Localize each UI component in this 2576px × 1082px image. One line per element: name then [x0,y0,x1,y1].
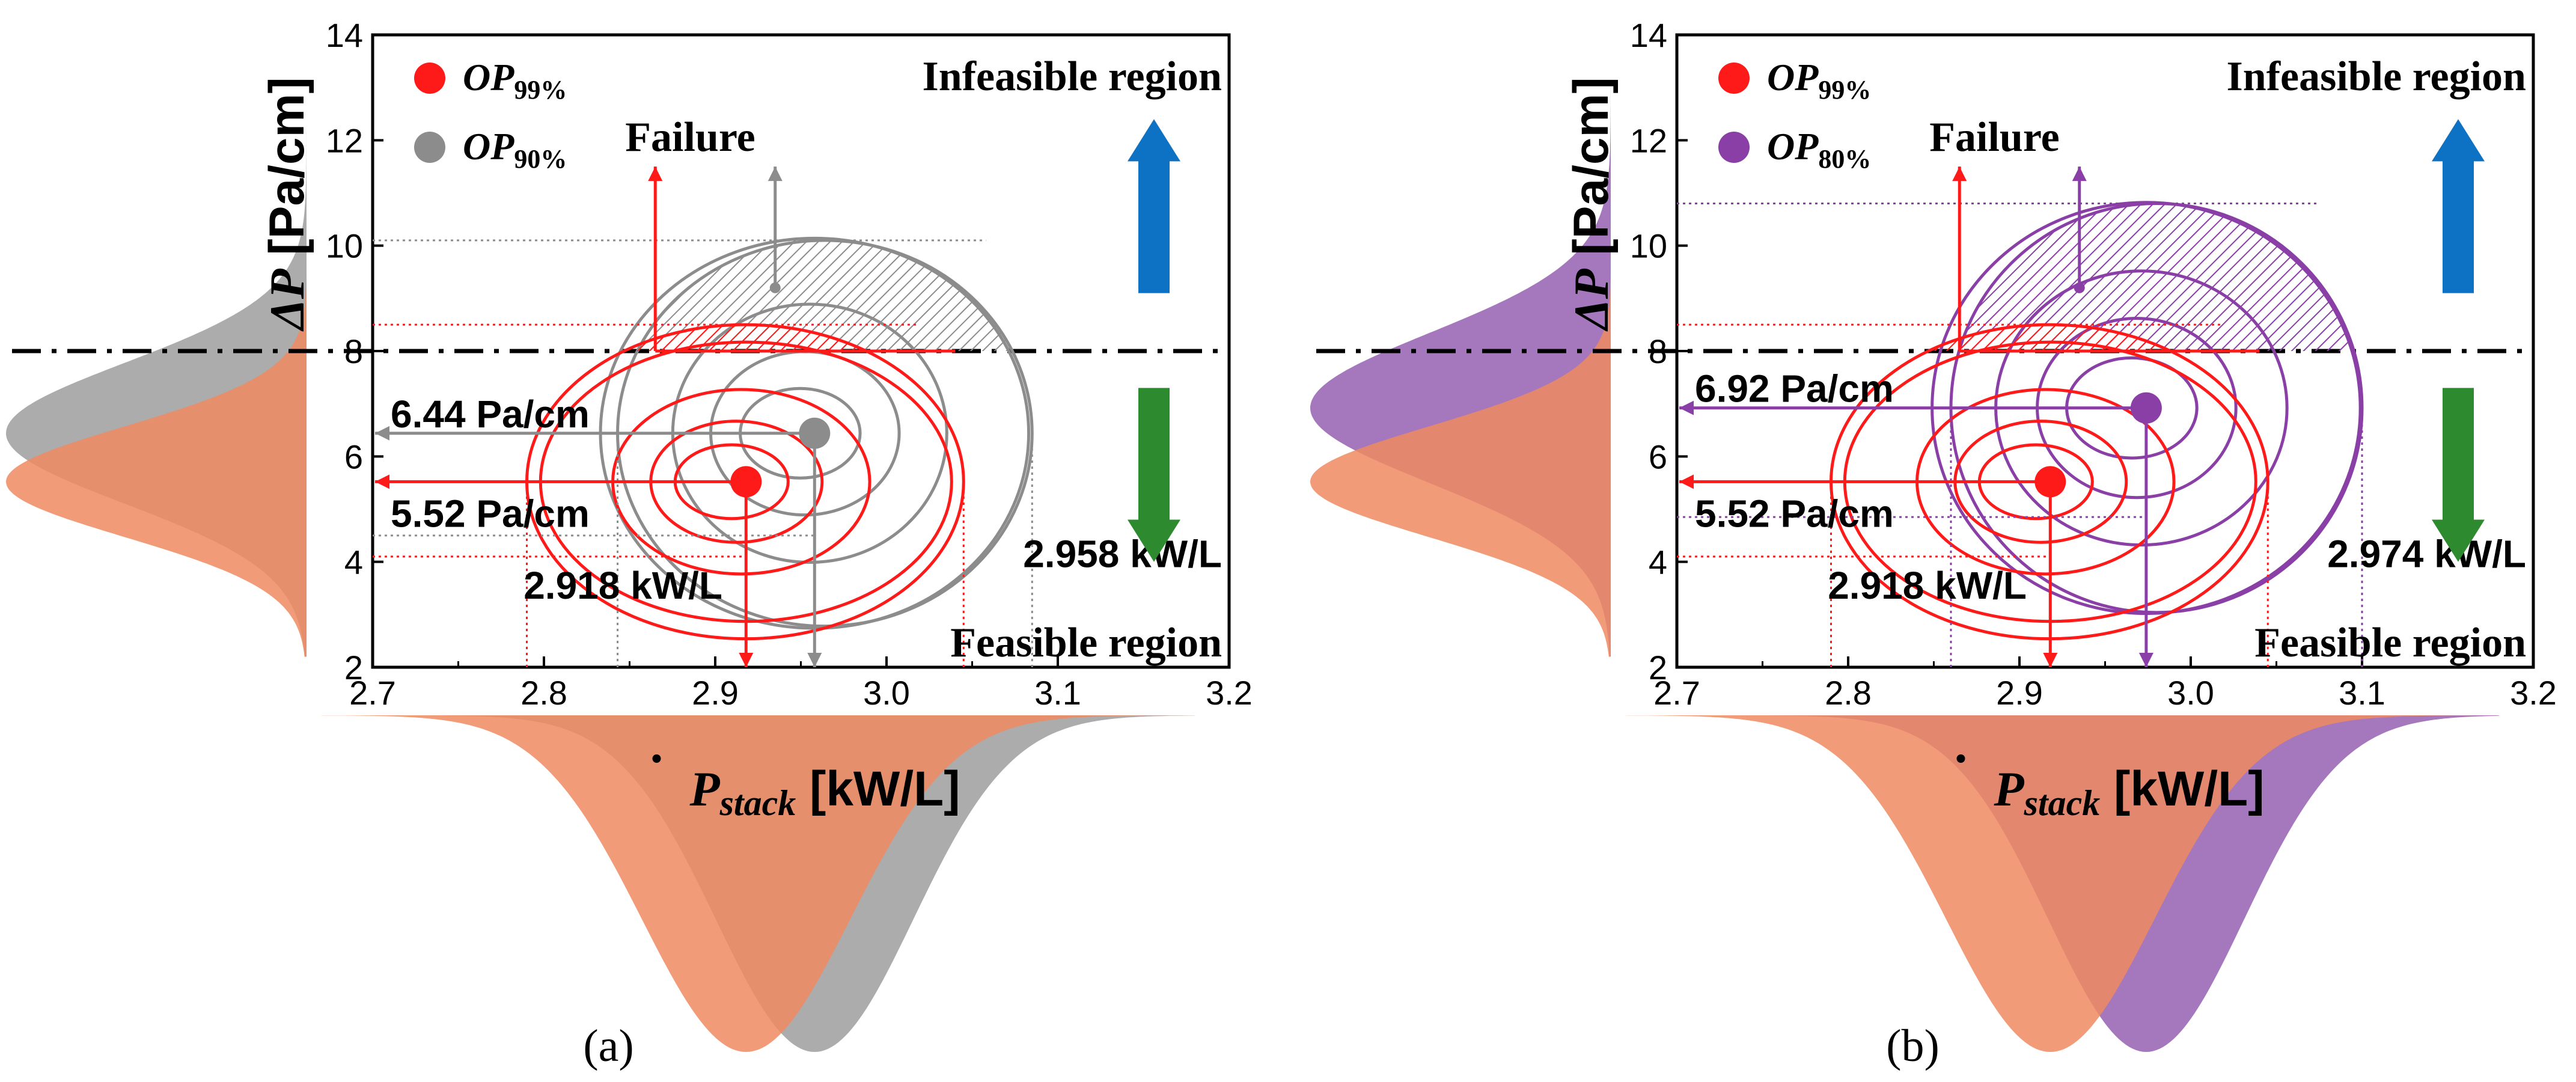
y-tick-label: 6 [1649,438,1667,475]
infeasible-region-label: Infeasible region [923,53,1222,100]
failure-arrow-OP90% [768,167,783,288]
op-marker-OP99% [2034,466,2066,498]
y-value-label-OP80%: 6.92 Pa/cm [1695,367,1894,411]
feasible-region-label: Feasible region [2254,620,2526,666]
legend-marker-1 [1718,132,1750,163]
y-tick-label: 12 [1630,121,1667,159]
x-tick-label: 2.8 [1825,674,1872,712]
feasible-region-label: Feasible region [950,620,1222,666]
arrow-left-OP80%-head [1679,400,1694,415]
y-value-label-OP90%: 6.44 Pa/cm [391,393,590,436]
x-value-label-OP90%: 2.958 kW/L [1023,532,1222,575]
arrow-down-OP99% [739,481,754,667]
y-axis-title: ΔP [Pa/cm] [260,77,314,332]
panel-b: 2.72.82.93.03.13.224681012146.92 Pa/cm5.… [1310,16,2557,1071]
panel-a: 2.72.82.93.03.13.224681012146.44 Pa/cm5.… [6,16,1253,1071]
feasible-direction-arrow [1128,388,1180,562]
failure-label: Failure [1929,114,2059,160]
x-tick-label: 3.1 [2339,674,2385,712]
x-tick-label: 2.9 [1996,674,2043,712]
panel-label: (a) [583,1021,633,1071]
op-marker-OP80% [2130,392,2162,424]
failure-label: Failure [625,114,755,160]
arrow-down-OP80% [2138,408,2153,667]
failure-arrow-OP99%-head [648,167,663,182]
arrow-down-OP90%-head [807,653,822,667]
y-axis-title: ΔP [Pa/cm] [1564,77,1619,332]
arrow-left-OP99% [375,474,746,489]
y-value-label-OP99%: 5.52 Pa/cm [391,492,590,535]
failure-arrow-OP99% [1952,167,1967,351]
failure-arrow-OP99%-head [1952,167,1967,182]
y-distribution-OP99% [6,61,307,657]
infeasible-region-label: Infeasible region [2227,53,2526,100]
failure-arrow-OP80% [2072,167,2087,288]
feasible-direction-arrow [2432,388,2485,562]
x-tick-label: 3.1 [1034,674,1081,712]
x-tick-label: 2.7 [1653,674,1700,712]
x-tick-label: 3.2 [2510,674,2557,712]
legend-marker-0 [1718,63,1750,94]
y-tick-label: 10 [1630,227,1667,265]
x-tick-label: 3.2 [1206,674,1253,712]
x-axis-title: Pstack [kW/L] [1993,762,2264,823]
x-distribution-OP99% [321,715,1195,1052]
op-marker-OP99% [730,466,762,498]
x-tick-label: 2.7 [349,674,396,712]
legend-label-1: OP90% [463,125,567,174]
panel-label: (b) [1886,1021,1940,1071]
arrow-down-OP80%-head [2138,653,2153,667]
failure-region-OP90% [637,240,1013,351]
y-tick-label: 12 [326,121,363,159]
failure-dot-OP90% [769,282,781,293]
arrow-left-OP90% [375,426,815,441]
x-value-label-OP80%: 2.974 kW/L [2327,532,2526,575]
x-tick-label: 2.9 [692,674,739,712]
x-axis-title-overdot [652,754,661,763]
arrow-left-OP90%-head [375,426,389,441]
x-tick-label: 2.8 [520,674,567,712]
y-tick-label: 14 [326,16,363,54]
x-axis-title: Pstack [kW/L] [689,762,960,823]
y-tick-label: 10 [326,227,363,265]
legend-label-0: OP99% [1767,56,1871,105]
x-distribution-OP99% [1625,715,2499,1052]
x-axis-title-overdot [1956,754,1965,763]
y-tick-label: 2 [1649,649,1667,686]
infeasible-direction-arrow [1128,119,1180,293]
x-value-label-OP99%: 2.918 kW/L [1828,564,2027,607]
arrow-left-OP80% [1679,400,2146,415]
failure-region-OP80% [1959,203,2354,351]
arrow-left-OP99% [1679,474,2051,489]
y-tick-label: 4 [344,543,363,581]
legend-marker-1 [414,132,445,163]
arrow-down-OP99%-head [2043,653,2058,667]
arrow-down-OP99% [2043,481,2058,667]
op-marker-OP90% [799,417,831,449]
failure-arrow-OP99% [648,167,663,351]
failure-arrow-OP90%-head [768,167,783,182]
x-tick-label: 3.0 [863,674,910,712]
arrow-down-OP99%-head [739,653,754,667]
arrow-left-OP99%-head [375,474,389,489]
y-tick-label: 14 [1630,16,1667,54]
x-tick-label: 3.0 [2167,674,2214,712]
arrow-left-OP99%-head [1679,474,1694,489]
y-distribution-OP99% [1310,61,1611,657]
arrow-down-OP90% [807,433,822,667]
legend-label-0: OP99% [463,56,567,105]
failure-dot-OP80% [2074,282,2085,293]
failure-arrow-OP80%-head [2072,167,2087,182]
x-value-label-OP99%: 2.918 kW/L [523,564,722,607]
y-tick-label: 4 [1649,543,1667,581]
legend-label-1: OP80% [1767,125,1871,174]
infeasible-direction-arrow [2432,119,2485,293]
y-tick-label: 6 [344,438,363,475]
y-value-label-OP99%: 5.52 Pa/cm [1695,492,1894,535]
legend-marker-0 [414,63,445,94]
y-tick-label: 2 [344,649,363,686]
